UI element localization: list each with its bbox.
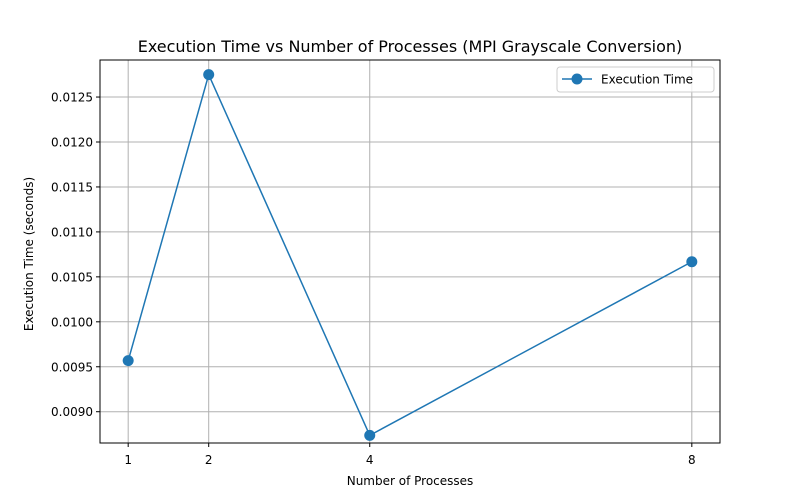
x-tick-label: 2 (205, 453, 213, 467)
data-point (203, 69, 215, 81)
data-point (686, 256, 698, 268)
y-axis-label: Execution Time (seconds) (22, 177, 36, 331)
y-tick-label: 0.0120 (51, 135, 93, 149)
y-tick-label: 0.0125 (51, 91, 93, 105)
y-tick-label: 0.0100 (51, 315, 93, 329)
legend-box (556, 66, 715, 93)
x-tick-label: 8 (688, 453, 696, 467)
legend: Execution Time (556, 66, 715, 93)
y-tick-label: 0.0090 (51, 405, 93, 419)
y-tick-label: 0.0095 (51, 360, 93, 374)
x-tick-label: 4 (366, 453, 374, 467)
ticks-layer: 1 2 4 8 0.0090 0.0095 0.0100 0.0105 0.0110 0.0115… (51, 91, 696, 467)
y-tick-label: 0.0110 (51, 225, 93, 239)
series-line (127, 72, 693, 437)
x-axis-label: Number of Processes (347, 474, 474, 488)
y-tick-label: 0.0115 (51, 180, 93, 194)
data-point (122, 355, 134, 367)
legend-point-marker (571, 73, 583, 85)
data-point (364, 429, 376, 441)
chart-title: Execution Time vs Number of Processes (M… (138, 37, 683, 56)
plot-area-frame (99, 59, 721, 444)
x-tick-label: 1 (124, 453, 132, 467)
y-tick-label: 0.0105 (51, 270, 93, 284)
legend-label: Execution Time (601, 73, 693, 87)
grid-layer (100, 60, 720, 443)
series-layer (122, 69, 698, 441)
